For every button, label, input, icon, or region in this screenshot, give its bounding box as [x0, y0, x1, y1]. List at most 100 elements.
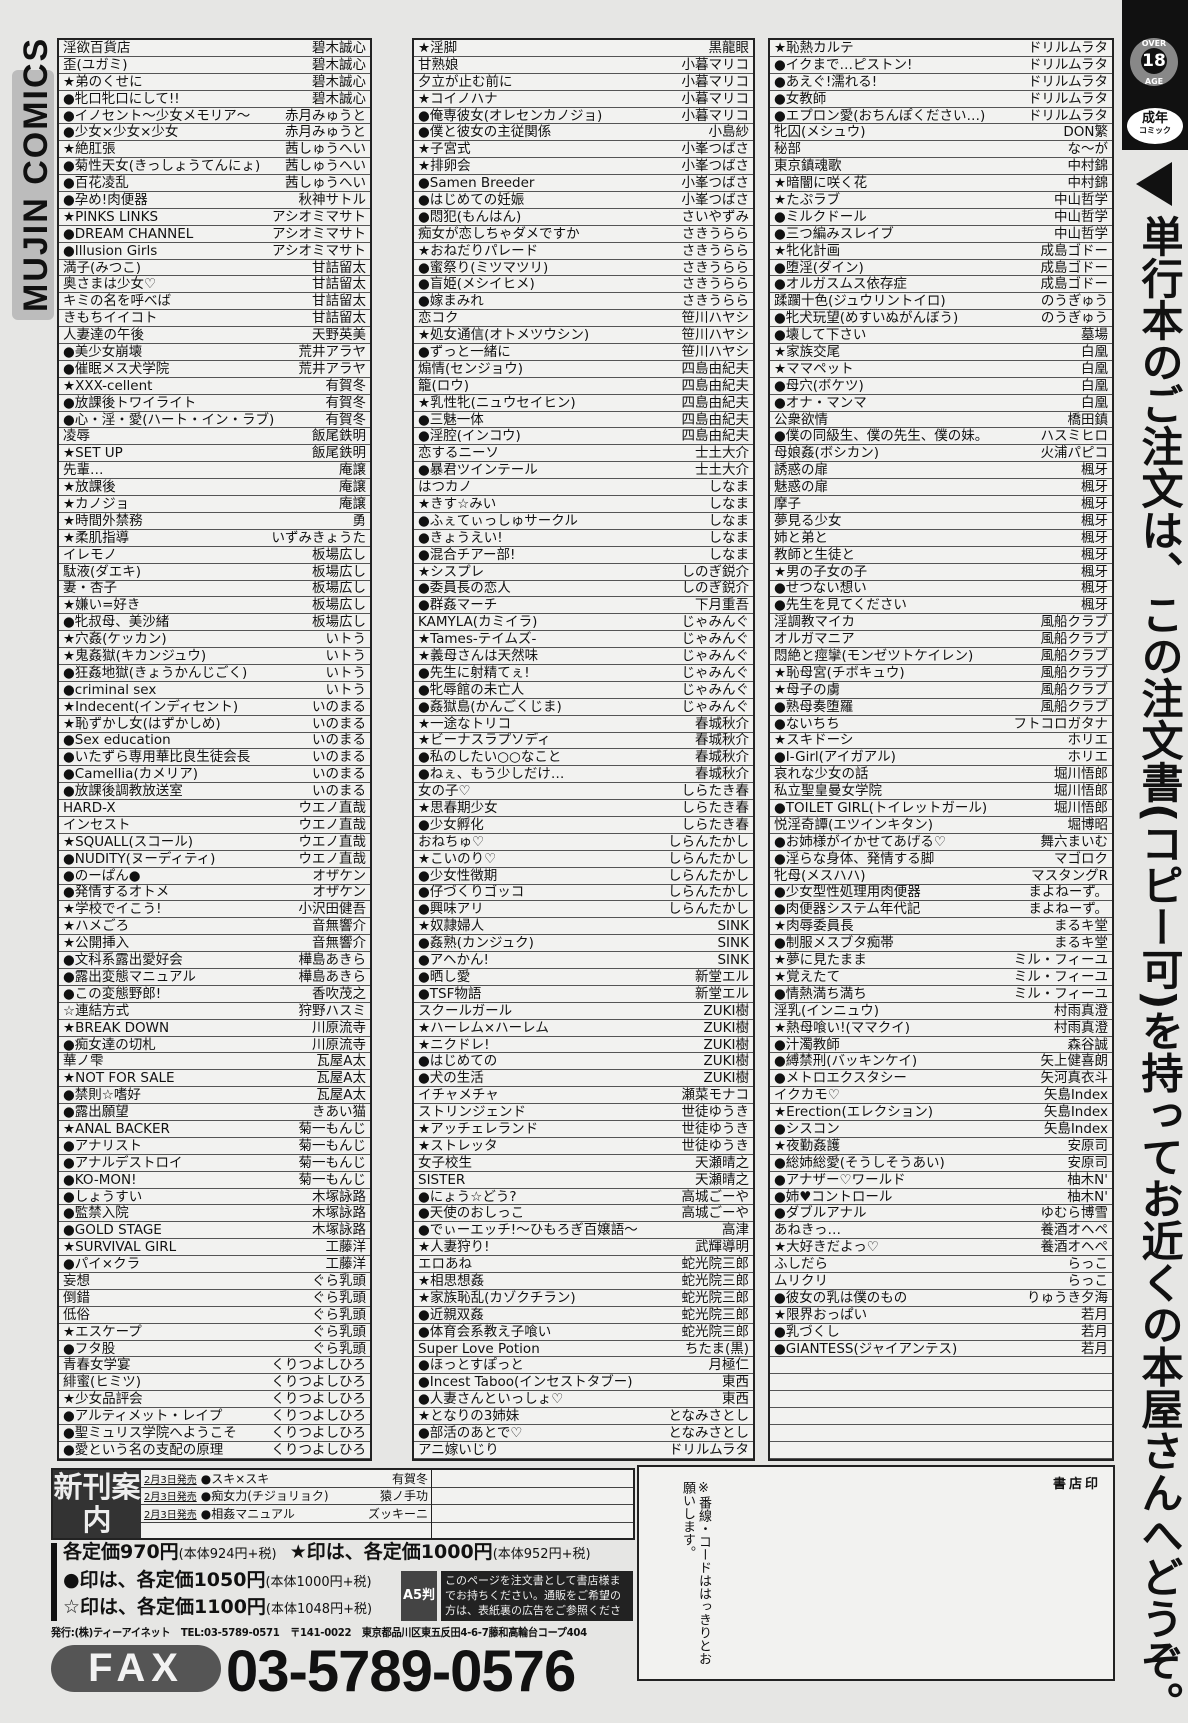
book-author: 中山哲学	[1054, 192, 1108, 208]
book-author: ドリルムラタ	[1027, 73, 1108, 90]
book-title-cell: 人妻達の午後	[63, 327, 306, 343]
book-title: オルガマニア	[774, 631, 855, 648]
book-author: 森谷誠	[1067, 1036, 1109, 1053]
order-row: ★PINKS LINKS アシオミマサト	[59, 209, 370, 226]
book-author: しなま	[708, 479, 750, 496]
book-title-cell: ●姦熟(カンジュク)	[418, 935, 711, 951]
order-row: ●アナルデストロイ 菊一もんじ	[59, 1155, 370, 1172]
order-row: ●DREAM CHANNEL アシオミマサト	[59, 226, 370, 243]
book-title-cell: ●露出願望	[63, 1104, 306, 1120]
book-title-cell: ★SET UP	[63, 445, 306, 461]
book-author: 樺島あきら	[298, 968, 367, 985]
book-author: ハスミヒロ	[1040, 428, 1109, 445]
order-row: ★家族恥乱(カゾクチラン) 蛇光院三郎	[414, 1290, 753, 1307]
order-row: ●百花凌乱 茜しゅうへい	[59, 175, 370, 193]
book-title-cell: ★子宮式	[418, 141, 676, 157]
order-row: ●でぃーエッチ!〜ひもろぎ百嬢語〜 高津	[414, 1222, 753, 1240]
book-title-cell: ●ねぇ、もう少しだけ…	[418, 766, 689, 782]
order-row: 低俗 ぐら乳頭	[59, 1307, 370, 1324]
book-title: ●彼女の乳は僕のもの	[774, 1289, 908, 1306]
book-title-cell: ★ハメごろ	[63, 918, 306, 934]
book-title: ●イノセント〜少女メモリア〜	[63, 107, 251, 124]
book-author: 小暮マリコ	[681, 90, 750, 107]
order-row: ●エプロン愛(おちんぽください…) ドリルムラタ	[770, 108, 1112, 125]
order-row: ●Samen Breeder 小峯つばさ	[414, 175, 753, 193]
book-author: 高城ごーや	[681, 1188, 750, 1205]
book-author: 有賀冬	[325, 394, 367, 411]
order-row: ★夜勤姦護 安原司	[770, 1138, 1112, 1155]
order-row: 凌辱 飯尾鉄明	[59, 428, 370, 446]
book-title: ★男の子女の子	[774, 563, 868, 580]
book-title-cell: ●禁則☆嗜好	[63, 1087, 310, 1103]
book-title: ●僕と彼女の主従関係	[418, 124, 552, 141]
order-row: 蹂躙十色(ジュウリントイロ) のうぎゅう	[770, 293, 1112, 311]
order-row: ★エスケープ ぐら乳頭	[59, 1324, 370, 1341]
book-title: ●オルガスムス依存症	[774, 276, 907, 293]
order-row: ●先生を見てください 楓牙	[770, 597, 1112, 615]
book-title: ●姉♥コントロール	[774, 1188, 893, 1205]
order-row: ★牝化計画 成島ゴドー	[770, 243, 1112, 260]
book-title: ●発情するオトメ	[63, 884, 170, 901]
order-row: ●ダブルアナル ゆむら博雪	[770, 1205, 1112, 1223]
book-title-cell: ★ハーレム×ハーレム	[418, 1020, 698, 1036]
book-title: ★ママペット	[774, 360, 854, 377]
book-author: 蛇光院三郎	[681, 1323, 750, 1340]
order-row: ●メトロエクスタシー 矢河真衣斗	[770, 1070, 1112, 1088]
book-title: ●いたずら専用華比良生徒会長	[63, 749, 251, 766]
book-author: ZUKI樹	[703, 1002, 749, 1019]
book-title-cell: ●美少女崩壊	[63, 344, 293, 360]
book-title-cell: ●暴君ツインテール	[418, 462, 689, 478]
book-title: ●エプロン愛(おちんぽください…)	[774, 107, 986, 124]
order-row: ●アヘかん! SINK	[414, 952, 753, 969]
book-author: ウエノ直哉	[298, 833, 367, 850]
bookstore-stamp-box: 書店印 ※番線・コードははっきりとお願いします。	[637, 1465, 1115, 1681]
book-title-cell: 夕立が止む前に	[418, 74, 676, 90]
book-author: しなま	[708, 496, 750, 512]
book-title: Super Love Potion	[418, 1340, 540, 1357]
order-row: 歪(ユガミ) 碧木誠心	[59, 57, 370, 74]
book-title: ★公開挿入	[63, 935, 130, 952]
order-row: イレモノ 板場広し	[59, 547, 370, 564]
book-title-cell: ★となりの3姉妹	[418, 1408, 662, 1424]
book-title: 甘熟娘	[418, 56, 459, 73]
order-row: ●犬の生活 ZUKI樹	[414, 1070, 753, 1088]
badge-over-text: OVER	[1141, 39, 1167, 48]
book-title-cell: 教師と生徒と	[774, 547, 1075, 563]
book-title: ★母子の虜	[774, 681, 841, 698]
book-title-cell: ●Samen Breeder	[418, 175, 676, 191]
book-author: ZUKI樹	[703, 1053, 749, 1070]
book-title-cell: ★学校でイこう!	[63, 901, 293, 917]
book-author: 木塚詠路	[312, 1205, 366, 1222]
book-title-cell: 低俗	[63, 1307, 306, 1323]
book-author: いトう	[325, 631, 367, 648]
book-title: ●総姉総愛(そうしそうあい)	[774, 1154, 945, 1171]
book-title: ●熟母奏堕羅	[774, 698, 854, 715]
book-title-cell: ●牝辱館の未亡人	[418, 682, 676, 698]
book-title-cell: 牝囚(メシュウ)	[774, 124, 1057, 140]
order-row: ●淫らな身体、発情する脚 マゴロク	[770, 851, 1112, 868]
book-author: 板場広し	[312, 546, 366, 563]
book-title: 魅惑の扉	[774, 479, 828, 496]
book-title: ★シスプレ	[418, 563, 485, 580]
book-title-cell: ●Illusion Girls	[63, 243, 266, 259]
book-author: しのぎ鋭介	[681, 580, 750, 597]
book-title-cell: 女の子♡	[418, 783, 676, 799]
order-row: ★ハーレム×ハーレム ZUKI樹	[414, 1020, 753, 1037]
order-row: ストリンジェンド 世徒ゆうき	[414, 1104, 753, 1121]
order-row: ●愛という名の支配の原理 くりつよしひろ	[59, 1442, 370, 1459]
order-row	[770, 1357, 1112, 1375]
book-title-cell: 蹂躙十色(ジュウリントイロ)	[774, 293, 1035, 309]
book-title-cell: ★ストレッタ	[418, 1138, 676, 1154]
order-row: ★母子の虜 風船クラブ	[770, 682, 1112, 699]
order-row: ●TOILET GIRL(トイレットガール) 堀川悟郎	[770, 800, 1112, 817]
book-author: オザケン	[312, 884, 366, 901]
book-title: ●ミルクドール	[774, 208, 867, 225]
book-title-cell	[774, 1391, 1102, 1407]
book-author: 柚木N'	[1067, 1171, 1108, 1188]
book-author: 白凰	[1081, 344, 1108, 360]
order-row: ●情熱満ち満ち ミル・フィーユ	[770, 986, 1112, 1003]
book-title: KAMYLA(カミイラ)	[418, 614, 538, 631]
book-author: SINK	[717, 952, 749, 969]
order-row: ●牝叔母、美沙緒 板場広し	[59, 614, 370, 632]
book-title: 駄液(ダエキ)	[63, 563, 142, 580]
